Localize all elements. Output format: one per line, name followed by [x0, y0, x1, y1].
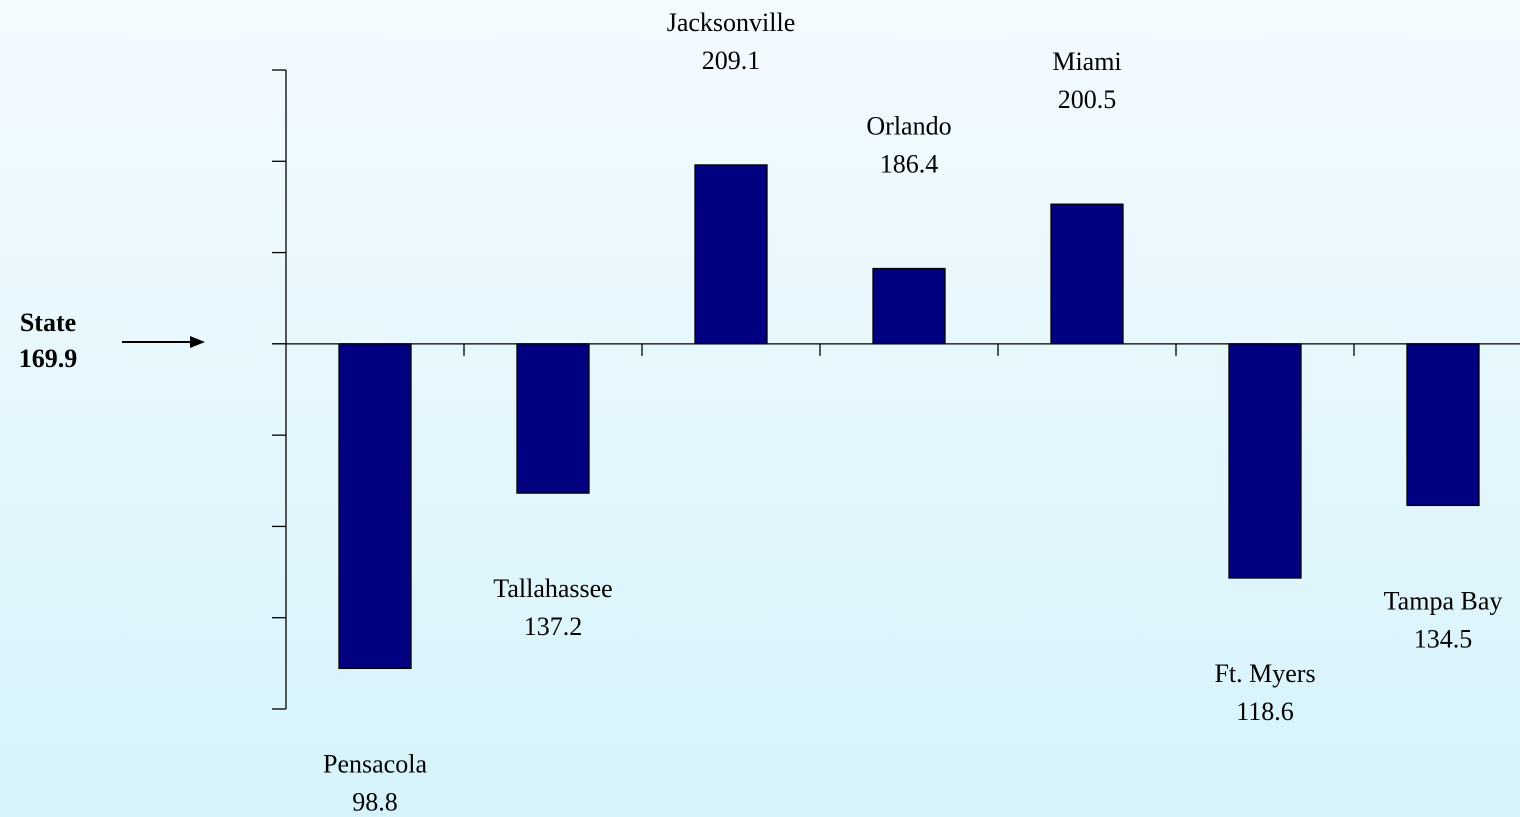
- bar: [516, 343, 590, 494]
- bar: [694, 164, 768, 345]
- value-label: 137.2: [524, 612, 583, 641]
- bar: [1050, 203, 1124, 345]
- value-label: 98.8: [352, 787, 398, 816]
- value-label: 200.5: [1058, 85, 1117, 114]
- bar: [1228, 343, 1302, 579]
- bar: [872, 267, 946, 345]
- category-label: Jacksonville: [667, 8, 796, 37]
- value-label: 186.4: [880, 150, 939, 179]
- bar: [338, 343, 412, 670]
- baseline-label: State: [20, 308, 76, 337]
- value-label: 118.6: [1236, 697, 1294, 726]
- category-label: Pensacola: [323, 749, 427, 778]
- category-label: Orlando: [866, 112, 951, 141]
- category-label: Miami: [1052, 47, 1121, 76]
- value-label: 134.5: [1414, 624, 1473, 653]
- category-label: Tallahassee: [493, 574, 612, 603]
- category-label: Ft. Myers: [1214, 659, 1315, 688]
- baseline-value: 169.9: [19, 344, 78, 373]
- arrow-head: [190, 336, 205, 348]
- value-label: 209.1: [702, 46, 761, 75]
- bar: [1406, 343, 1480, 507]
- category-label: Tampa Bay: [1384, 586, 1503, 615]
